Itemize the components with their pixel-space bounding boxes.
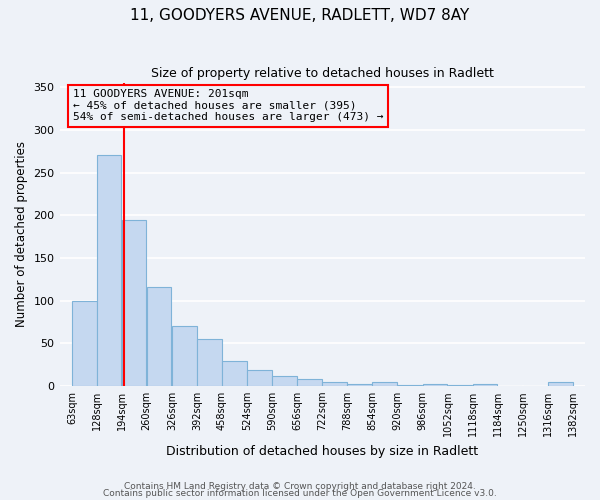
Bar — [122, 220, 146, 386]
Bar — [422, 384, 447, 386]
Text: Contains HM Land Registry data © Crown copyright and database right 2024.: Contains HM Land Registry data © Crown c… — [124, 482, 476, 491]
Text: Contains public sector information licensed under the Open Government Licence v3: Contains public sector information licen… — [103, 490, 497, 498]
Title: Size of property relative to detached houses in Radlett: Size of property relative to detached ho… — [151, 68, 494, 80]
Bar — [172, 326, 197, 386]
Bar — [373, 382, 397, 386]
Bar — [548, 382, 572, 386]
Text: 11 GOODYERS AVENUE: 201sqm
← 45% of detached houses are smaller (395)
54% of sem: 11 GOODYERS AVENUE: 201sqm ← 45% of deta… — [73, 89, 383, 122]
Bar — [222, 361, 247, 386]
Text: 11, GOODYERS AVENUE, RADLETT, WD7 8AY: 11, GOODYERS AVENUE, RADLETT, WD7 8AY — [130, 8, 470, 22]
Bar — [322, 382, 347, 386]
X-axis label: Distribution of detached houses by size in Radlett: Distribution of detached houses by size … — [166, 444, 478, 458]
Bar — [347, 384, 372, 386]
Bar — [97, 154, 121, 386]
Bar — [197, 339, 221, 386]
Bar — [72, 300, 97, 386]
Bar — [272, 376, 297, 386]
Bar — [397, 385, 422, 386]
Bar — [147, 287, 172, 386]
Bar — [473, 384, 497, 386]
Y-axis label: Number of detached properties: Number of detached properties — [15, 142, 28, 328]
Bar — [247, 370, 272, 386]
Bar — [448, 385, 472, 386]
Bar — [297, 379, 322, 386]
